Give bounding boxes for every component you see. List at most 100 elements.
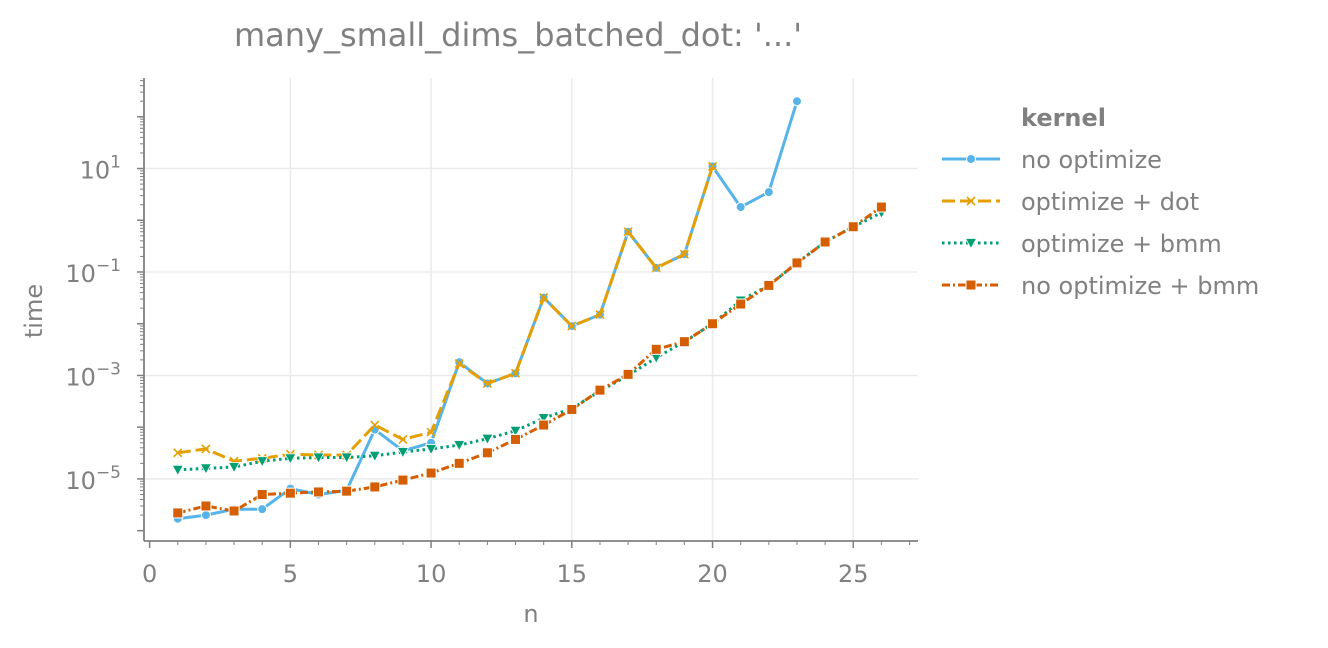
data-point xyxy=(651,263,661,273)
data-point xyxy=(200,510,211,521)
y-tick-exponent: −5 xyxy=(96,463,121,483)
data-point xyxy=(481,433,494,445)
x-tick-label: 15 xyxy=(557,560,588,588)
series-layer xyxy=(171,96,888,524)
data-point xyxy=(595,310,605,320)
data-point xyxy=(173,448,183,458)
data-point xyxy=(707,318,719,330)
legend-swatch-marker xyxy=(966,154,976,164)
data-point xyxy=(482,378,492,389)
data-point xyxy=(200,500,212,512)
legend-item: optimize + bmm xyxy=(942,230,1222,258)
y-tick-base: 10 xyxy=(65,467,96,495)
data-point xyxy=(201,444,211,454)
legend-item: optimize + dot xyxy=(942,188,1199,216)
data-point xyxy=(454,358,464,369)
x-tick-label: 20 xyxy=(697,560,728,588)
y-tick-base: 10 xyxy=(80,157,111,185)
legend-item: no optimize xyxy=(942,146,1162,174)
data-point xyxy=(199,463,213,475)
data-point xyxy=(763,187,774,198)
data-point xyxy=(791,96,802,107)
x-tick-label: 25 xyxy=(838,560,869,588)
data-point xyxy=(847,221,859,233)
data-point xyxy=(510,433,522,445)
chart-title: many_small_dims_batched_dot: '...' xyxy=(234,16,802,54)
data-point xyxy=(509,425,522,438)
data-point xyxy=(397,474,409,486)
y-axis-label: time xyxy=(20,284,48,338)
data-point xyxy=(481,447,493,459)
series-line xyxy=(177,165,714,463)
legend: kernel no optimize optimize + dot optimize… xyxy=(942,104,1259,300)
series-3 xyxy=(172,201,887,519)
legend-label: optimize + dot xyxy=(1021,188,1199,216)
data-point xyxy=(622,368,634,380)
data-point xyxy=(453,457,465,469)
y-tick-label: 10−5 xyxy=(65,463,121,495)
legend-label: no optimize xyxy=(1021,146,1162,174)
legend-item: no optimize + bmm xyxy=(942,272,1259,300)
y-tick-exponent: 1 xyxy=(110,153,121,173)
y-tick-base: 10 xyxy=(65,260,96,288)
data-point xyxy=(368,450,381,463)
data-point xyxy=(594,384,606,396)
data-point xyxy=(256,488,268,500)
legend-swatch-marker xyxy=(964,238,978,250)
data-point xyxy=(257,504,268,515)
y-tick-exponent: −3 xyxy=(96,359,121,379)
legend-swatch-marker xyxy=(965,279,977,291)
data-point xyxy=(341,485,353,497)
data-point xyxy=(284,487,296,499)
x-tick-label: 10 xyxy=(416,560,447,588)
series-1 xyxy=(173,161,718,466)
data-point xyxy=(875,201,887,213)
data-point xyxy=(791,257,803,269)
legend-label: optimize + bmm xyxy=(1021,230,1222,258)
data-point xyxy=(735,202,746,213)
data-point xyxy=(340,452,353,464)
data-point xyxy=(538,419,550,431)
data-point xyxy=(369,481,381,493)
data-point xyxy=(819,236,831,248)
data-point xyxy=(537,413,550,425)
data-point xyxy=(312,452,325,464)
data-point xyxy=(313,486,325,498)
data-point xyxy=(566,403,578,415)
legend-label: no optimize + bmm xyxy=(1021,272,1259,300)
data-point xyxy=(707,161,718,171)
data-point xyxy=(370,420,380,430)
data-point xyxy=(228,505,240,517)
data-point xyxy=(424,444,438,456)
x-tick-label: 0 xyxy=(142,560,157,588)
grid xyxy=(144,78,918,541)
data-point xyxy=(679,249,689,259)
legend-swatch-marker xyxy=(966,196,976,206)
data-point xyxy=(623,227,633,237)
legend-title: kernel xyxy=(1021,104,1106,132)
data-point xyxy=(396,447,410,459)
data-point xyxy=(171,464,184,477)
data-point xyxy=(172,507,184,519)
data-point xyxy=(284,453,297,465)
series-2 xyxy=(171,207,888,477)
data-point xyxy=(678,336,690,348)
y-tick-exponent: −1 xyxy=(96,256,121,276)
x-tick-label: 5 xyxy=(283,560,298,588)
data-point xyxy=(650,343,662,355)
data-point xyxy=(227,462,241,474)
y-tick-label: 10−3 xyxy=(65,359,121,391)
data-point xyxy=(398,434,408,444)
data-point xyxy=(453,440,466,452)
x-axis-label: n xyxy=(523,600,538,628)
series-line xyxy=(177,205,883,515)
data-point xyxy=(539,293,549,303)
data-point xyxy=(567,321,577,331)
y-tick-label: 101 xyxy=(80,153,121,185)
y-tick-base: 10 xyxy=(65,363,96,391)
data-point xyxy=(763,279,775,291)
y-tick-label: 10−1 xyxy=(65,256,121,288)
data-point xyxy=(426,427,436,437)
